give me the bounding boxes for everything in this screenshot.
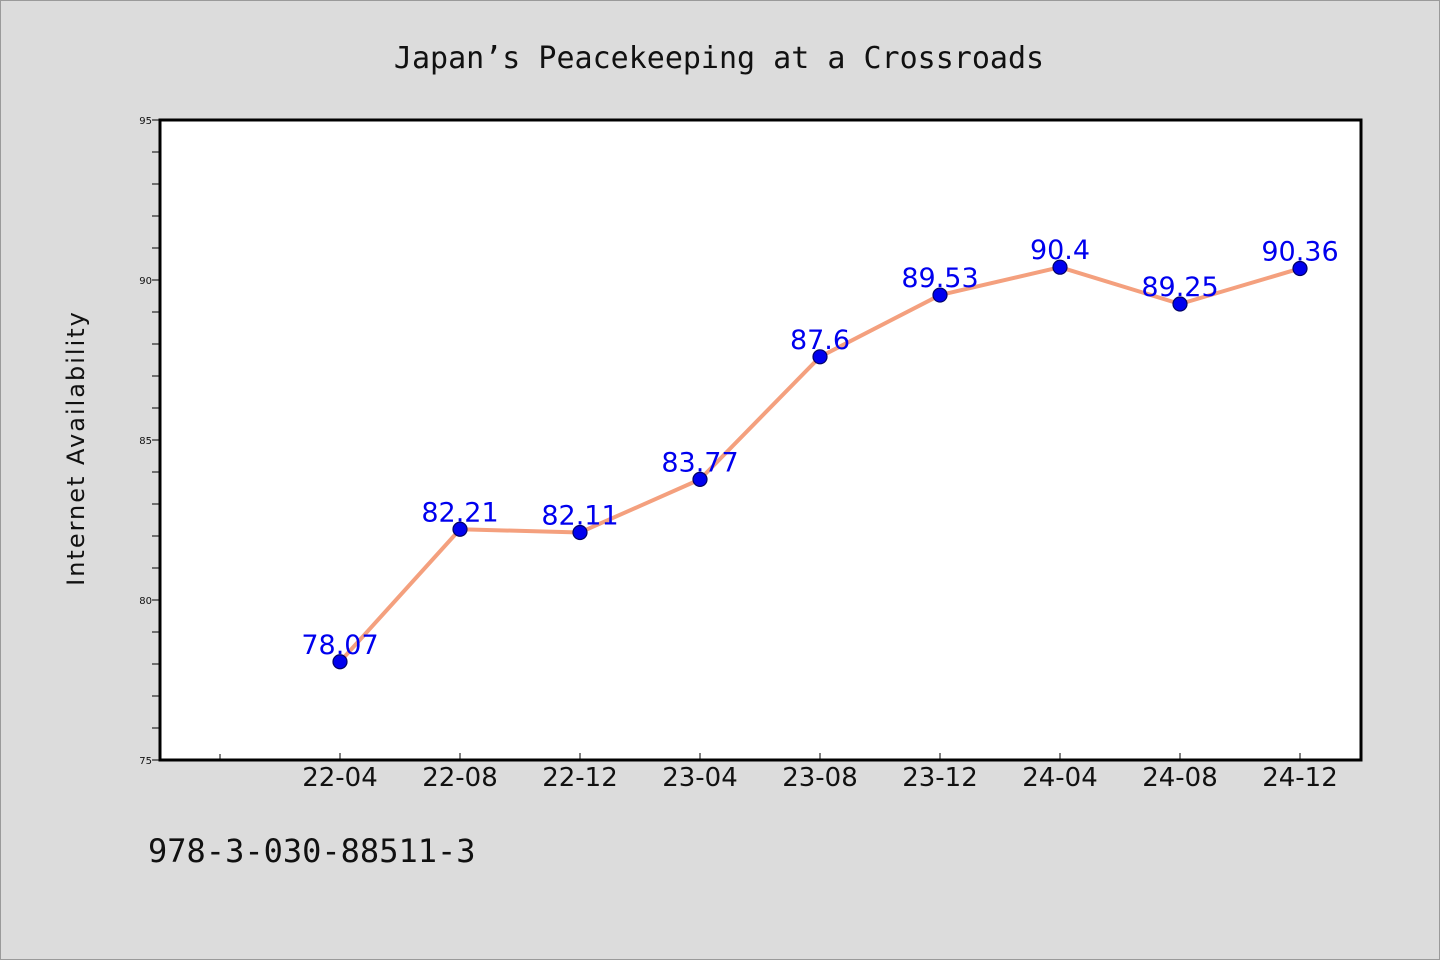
data-label: 90.4 [1030,235,1090,266]
data-point [1292,260,1308,277]
data-label: 89.25 [1141,272,1218,303]
data-label: 90.36 [1261,236,1338,267]
y-tick-label: 90 [139,276,152,287]
x-tick-label: 23-08 [782,763,858,793]
x-tick-label: 23-12 [902,763,978,793]
y-axis: 75 80 85 90 95 [139,116,160,767]
data-point [932,287,948,303]
x-tick-label: 24-04 [1022,763,1098,793]
series-layer: 78.07 82.21 82.11 83.77 87.6 89.53 90.4 89.25 90… [301,235,1339,670]
x-tick-label: 22-12 [542,763,618,793]
chart-title: Japan’s Peacekeeping at a Crossroads [394,41,1044,76]
x-tick-label: 22-04 [302,763,378,793]
y-tick-label: 80 [139,596,152,607]
x-tick-label: 24-08 [1142,763,1218,793]
data-point [452,521,468,537]
x-tick-label: 22-08 [422,763,498,793]
x-tick-label: 24-12 [1262,763,1338,793]
data-label: 82.21 [421,497,498,528]
data-point [1052,259,1068,275]
data-label: 82.11 [541,500,618,531]
data-label: 78.07 [301,630,378,661]
plot-area [158,118,1363,762]
data-label: 89.53 [901,263,978,294]
data-point [1172,296,1188,312]
y-tick-label: 75 [139,756,152,767]
x-tick-label: 23-04 [662,763,738,793]
data-point [572,524,588,541]
y-tick-label: 95 [139,116,152,127]
data-point [692,471,708,487]
isbn-code: 978-3-030-88511-3 [148,832,476,870]
data-label: 83.77 [661,447,738,478]
x-axis: 22-04 22-08 22-12 23-04 23-08 23-12 24-04 24-08… [219,753,1338,793]
y-tick-label: 85 [139,436,152,447]
data-point [812,349,828,365]
y-axis-label: Internet Availability [62,310,90,586]
data-label: 87.6 [790,325,850,356]
data-point [332,654,348,670]
